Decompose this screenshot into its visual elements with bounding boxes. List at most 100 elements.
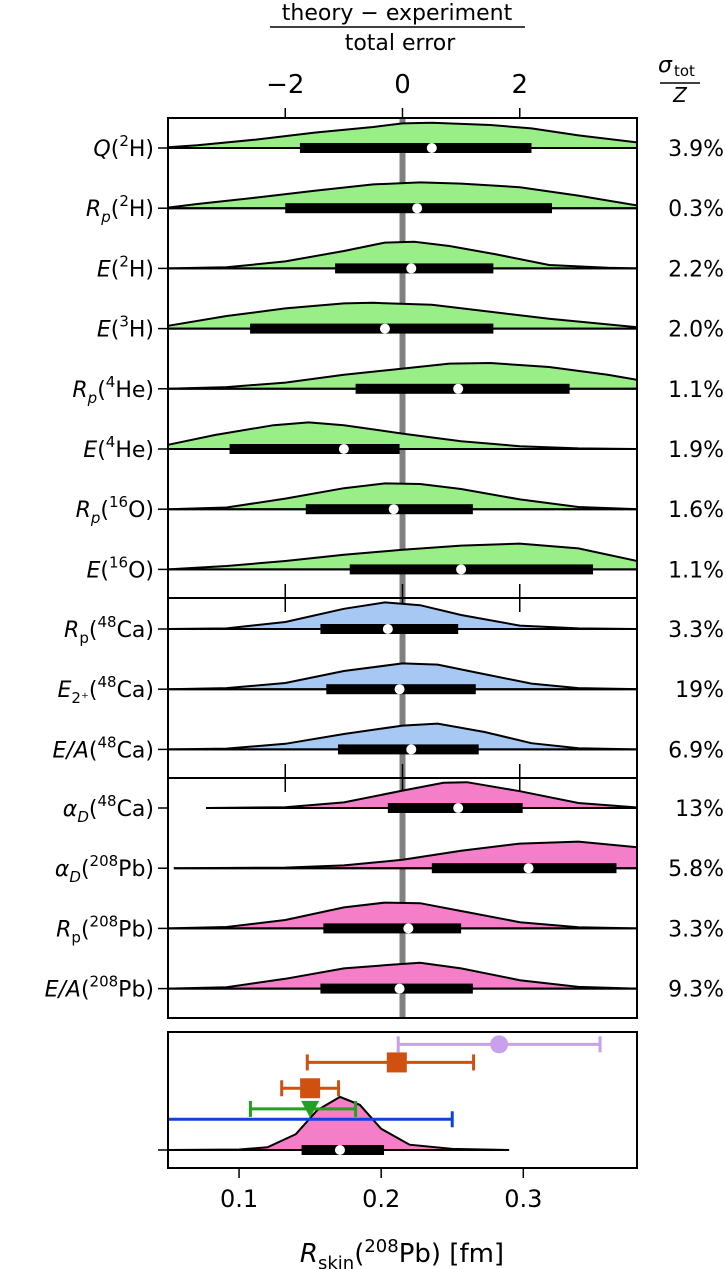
skin-measurement bbox=[305, 1052, 476, 1073]
interquartile-box bbox=[299, 143, 532, 153]
measurement-marker bbox=[386, 1052, 407, 1073]
sigma-value: 2.2% bbox=[668, 257, 724, 282]
bottom-axis-label-open: ( bbox=[354, 1239, 364, 1269]
row-labels: Q(2H) Rp(2H) E(2H) E(3H) Rp(4He) E(4He) Rp(16O… bbox=[45, 132, 154, 1003]
row-label: Rp(2H) bbox=[86, 192, 154, 226]
median-marker bbox=[406, 744, 417, 755]
violin-panel bbox=[158, 117, 638, 599]
bottom-tick-label: 0.2 bbox=[362, 1185, 400, 1213]
sigma-value: 3.3% bbox=[668, 618, 724, 643]
top-tick-label: 0 bbox=[394, 70, 411, 100]
skin-measurement bbox=[168, 1111, 454, 1128]
sigma-value: 0.3% bbox=[668, 197, 724, 222]
top-tick-label: 2 bbox=[511, 70, 528, 100]
panel-frame bbox=[167, 777, 638, 1019]
bottom-axis-ticks: 0.1 0.2 0.3 bbox=[220, 1168, 542, 1213]
median-marker bbox=[406, 263, 417, 274]
sigma-value: 3.3% bbox=[668, 917, 724, 942]
measurement-marker bbox=[490, 1035, 509, 1054]
skin-measurement bbox=[396, 1035, 602, 1054]
interquartile-box bbox=[349, 564, 594, 575]
violin-row bbox=[158, 722, 638, 755]
measurement-marker bbox=[300, 1078, 321, 1099]
violin-shape bbox=[167, 961, 638, 990]
interquartile-box bbox=[250, 323, 494, 334]
interquartile-box bbox=[323, 923, 462, 934]
bottom-tick-label: 0.3 bbox=[504, 1185, 542, 1213]
median-marker bbox=[379, 323, 390, 334]
sigma-header-symbol: σ bbox=[658, 53, 673, 78]
median-marker bbox=[394, 684, 405, 695]
sigma-value: 1.1% bbox=[668, 558, 724, 583]
violin-row bbox=[158, 542, 638, 575]
median-marker bbox=[453, 803, 464, 813]
row-label: αD(208Pb) bbox=[55, 852, 154, 886]
violin-row bbox=[158, 662, 638, 695]
interquartile-box bbox=[229, 444, 400, 454]
violin-row bbox=[158, 240, 638, 274]
skin-median-marker bbox=[334, 1145, 345, 1155]
row-label: Rp(4He) bbox=[72, 373, 154, 407]
sigma-header-den: Z bbox=[672, 83, 688, 107]
violin-row bbox=[158, 781, 638, 813]
median-marker bbox=[403, 923, 414, 934]
sigma-value: 13% bbox=[675, 797, 724, 822]
bottom-axis-label-sup: 208 bbox=[364, 1236, 398, 1257]
skin-measurement bbox=[248, 1100, 358, 1118]
sigma-values: 3.9% 0.3% 2.2% 2.0% 1.1% 1.9% 1.6% 1.1% 3.3% 19% 6… bbox=[668, 137, 724, 1003]
violin-row bbox=[158, 840, 638, 874]
sigma-value: 1.1% bbox=[668, 378, 724, 403]
violin-row bbox=[158, 361, 638, 394]
sigma-value: 1.6% bbox=[668, 498, 724, 523]
violin-panels bbox=[158, 117, 638, 1019]
sigma-value: 19% bbox=[675, 678, 724, 703]
row-label: E2⁺(48Ca) bbox=[58, 673, 155, 707]
violin-row bbox=[158, 301, 638, 334]
bottom-tick-label: 0.1 bbox=[220, 1185, 258, 1213]
violin-row bbox=[158, 901, 638, 934]
bottom-axis-label-main: R bbox=[300, 1239, 318, 1269]
row-label: Rp(208Pb) bbox=[56, 912, 154, 946]
median-marker bbox=[523, 863, 534, 874]
median-marker bbox=[412, 203, 423, 214]
row-label: Rp(48Ca) bbox=[64, 613, 154, 647]
sigma-value: 6.9% bbox=[668, 738, 724, 763]
skin-panel bbox=[158, 1031, 638, 1169]
sigma-value: 5.8% bbox=[668, 857, 724, 882]
sigma-value: 9.3% bbox=[668, 978, 724, 1003]
row-label: E(3H) bbox=[97, 313, 154, 343]
row-label: E(16O) bbox=[87, 553, 155, 583]
top-axis-label: theory − experiment total error bbox=[270, 1, 525, 56]
sigma-header: σ tot Z bbox=[658, 53, 700, 107]
sigma-value: 2.0% bbox=[668, 318, 724, 343]
bottom-axis-label-sub: skin bbox=[318, 1253, 354, 1269]
violin-panel bbox=[158, 584, 638, 779]
violin-row bbox=[158, 121, 638, 153]
sigma-value: 1.9% bbox=[668, 438, 724, 463]
skin-measurement bbox=[280, 1078, 341, 1099]
row-label: αD(48Ca) bbox=[63, 792, 154, 826]
median-marker bbox=[382, 624, 393, 634]
top-axis-ticks: −2 0 2 bbox=[266, 70, 528, 118]
top-axis-label-denominator: total error bbox=[345, 31, 457, 56]
top-axis-label-numerator: theory − experiment bbox=[282, 1, 513, 26]
violin-row bbox=[158, 601, 638, 634]
bottom-axis-label: Rskin(208Pb) [fm] bbox=[300, 1236, 504, 1269]
violin-shape bbox=[167, 482, 638, 511]
median-marker bbox=[338, 444, 349, 454]
median-marker bbox=[394, 983, 405, 994]
top-tick-label: −2 bbox=[266, 70, 304, 100]
sigma-header-sub: tot bbox=[674, 62, 695, 80]
violin-row bbox=[158, 421, 638, 454]
bottom-axis-label-rest: Pb) [fm] bbox=[399, 1239, 504, 1269]
row-label: E/A(48Ca) bbox=[53, 733, 155, 763]
median-marker bbox=[456, 564, 467, 575]
row-label: E(4He) bbox=[83, 433, 154, 463]
skin-violin-shape bbox=[167, 1095, 510, 1151]
violin-panel bbox=[158, 764, 638, 1019]
sigma-value: 3.9% bbox=[668, 137, 724, 162]
violin-row bbox=[158, 482, 638, 515]
row-label: Q(2H) bbox=[93, 132, 154, 162]
measurement-marker bbox=[301, 1100, 320, 1118]
